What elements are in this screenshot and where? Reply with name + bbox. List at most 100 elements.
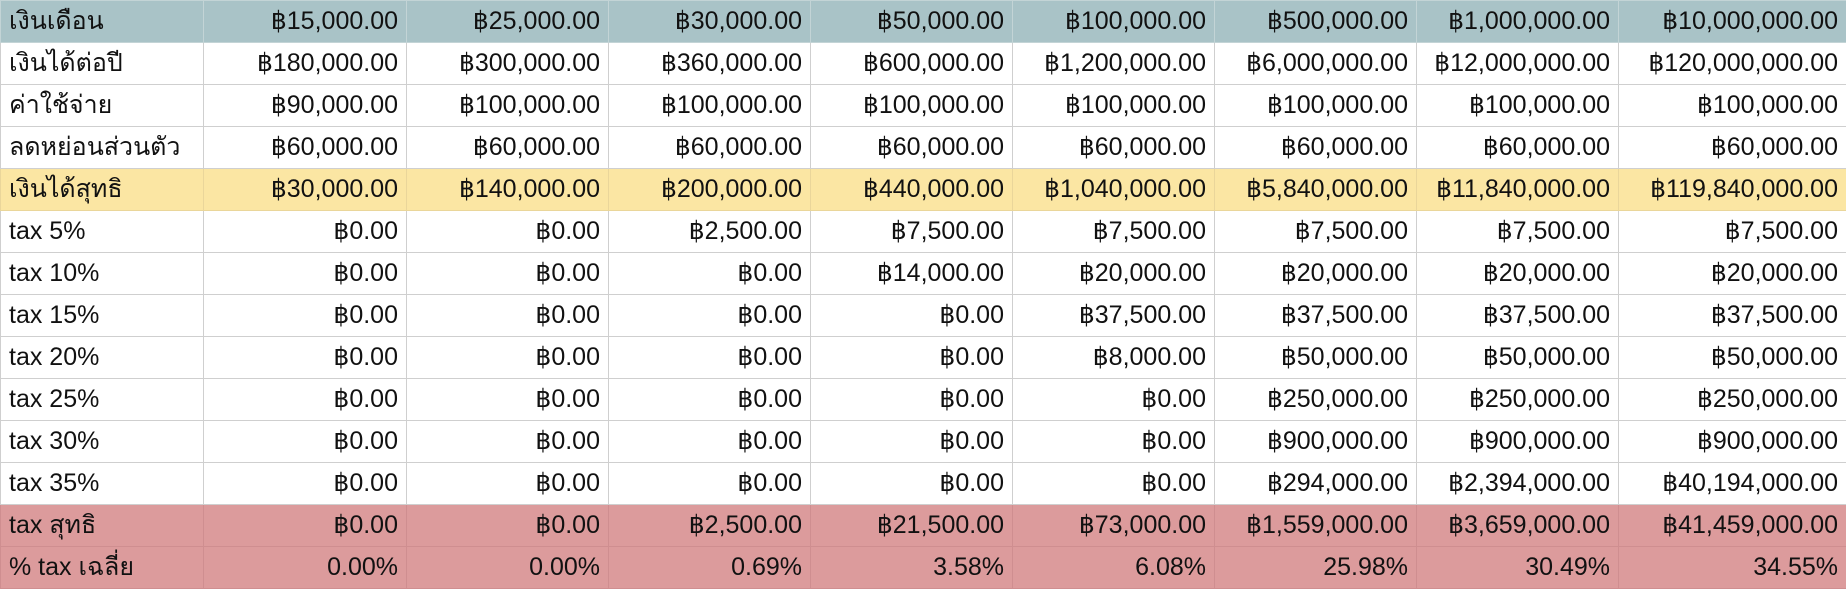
value-cell[interactable]: ฿0.00 [1012, 378, 1215, 421]
value-cell[interactable]: ฿0.00 [406, 294, 609, 337]
value-cell[interactable]: ฿30,000.00 [203, 168, 407, 211]
value-cell[interactable]: ฿1,000,000.00 [1416, 0, 1619, 43]
value-cell[interactable]: ฿360,000.00 [608, 42, 811, 85]
value-cell[interactable]: ฿0.00 [203, 336, 407, 379]
value-cell[interactable]: ฿50,000.00 [1214, 336, 1417, 379]
row-label-cell[interactable]: tax 10% [0, 252, 204, 295]
value-cell[interactable]: ฿140,000.00 [406, 168, 609, 211]
value-cell[interactable]: ฿37,500.00 [1416, 294, 1619, 337]
value-cell[interactable]: ฿1,040,000.00 [1012, 168, 1215, 211]
value-cell[interactable]: ฿60,000.00 [406, 126, 609, 169]
value-cell[interactable]: ฿5,840,000.00 [1214, 168, 1417, 211]
value-cell[interactable]: ฿0.00 [406, 462, 609, 505]
value-cell[interactable]: ฿60,000.00 [608, 126, 811, 169]
value-cell[interactable]: ฿100,000.00 [608, 84, 811, 127]
value-cell[interactable]: ฿50,000.00 [810, 0, 1013, 43]
value-cell[interactable]: ฿73,000.00 [1012, 504, 1215, 547]
value-cell[interactable]: ฿50,000.00 [1618, 336, 1846, 379]
value-cell[interactable]: ฿294,000.00 [1214, 462, 1417, 505]
value-cell[interactable]: ฿0.00 [203, 378, 407, 421]
value-cell[interactable]: ฿0.00 [810, 420, 1013, 463]
row-label-cell[interactable]: เงินเดือน [0, 0, 204, 43]
value-cell[interactable]: ฿100,000.00 [1618, 84, 1846, 127]
value-cell[interactable]: ฿25,000.00 [406, 0, 609, 43]
value-cell[interactable]: ฿0.00 [810, 378, 1013, 421]
value-cell[interactable]: ฿600,000.00 [810, 42, 1013, 85]
value-cell[interactable]: ฿250,000.00 [1416, 378, 1619, 421]
value-cell[interactable]: 34.55% [1618, 546, 1846, 589]
value-cell[interactable]: 30.49% [1416, 546, 1619, 589]
value-cell[interactable]: ฿250,000.00 [1618, 378, 1846, 421]
value-cell[interactable]: ฿40,194,000.00 [1618, 462, 1846, 505]
value-cell[interactable]: ฿100,000.00 [1416, 84, 1619, 127]
value-cell[interactable]: ฿0.00 [608, 252, 811, 295]
value-cell[interactable]: ฿1,559,000.00 [1214, 504, 1417, 547]
value-cell[interactable]: ฿37,500.00 [1214, 294, 1417, 337]
row-label-cell[interactable]: % tax เฉลี่ย [0, 546, 204, 589]
value-cell[interactable]: ฿20,000.00 [1618, 252, 1846, 295]
value-cell[interactable]: ฿100,000.00 [406, 84, 609, 127]
value-cell[interactable]: ฿8,000.00 [1012, 336, 1215, 379]
value-cell[interactable]: ฿250,000.00 [1214, 378, 1417, 421]
value-cell[interactable]: ฿0.00 [810, 336, 1013, 379]
value-cell[interactable]: ฿2,394,000.00 [1416, 462, 1619, 505]
value-cell[interactable]: ฿11,840,000.00 [1416, 168, 1619, 211]
value-cell[interactable]: ฿7,500.00 [1012, 210, 1215, 253]
value-cell[interactable]: ฿50,000.00 [1416, 336, 1619, 379]
value-cell[interactable]: ฿90,000.00 [203, 84, 407, 127]
value-cell[interactable]: ฿10,000,000.00 [1618, 0, 1846, 43]
row-label-cell[interactable]: เงินได้สุทธิ [0, 168, 204, 211]
value-cell[interactable]: ฿0.00 [406, 252, 609, 295]
value-cell[interactable]: ฿0.00 [810, 462, 1013, 505]
value-cell[interactable]: ฿0.00 [608, 420, 811, 463]
value-cell[interactable]: ฿0.00 [203, 294, 407, 337]
value-cell[interactable]: ฿7,500.00 [1618, 210, 1846, 253]
value-cell[interactable]: ฿0.00 [1012, 462, 1215, 505]
row-label-cell[interactable]: tax 5% [0, 210, 204, 253]
value-cell[interactable]: ฿200,000.00 [608, 168, 811, 211]
value-cell[interactable]: ฿1,200,000.00 [1012, 42, 1215, 85]
value-cell[interactable]: ฿37,500.00 [1618, 294, 1846, 337]
value-cell[interactable]: ฿0.00 [810, 294, 1013, 337]
value-cell[interactable]: ฿21,500.00 [810, 504, 1013, 547]
value-cell[interactable]: ฿0.00 [1012, 420, 1215, 463]
row-label-cell[interactable]: tax สุทธิ [0, 504, 204, 547]
row-label-cell[interactable]: tax 25% [0, 378, 204, 421]
value-cell[interactable]: ฿0.00 [406, 336, 609, 379]
value-cell[interactable]: ฿20,000.00 [1214, 252, 1417, 295]
value-cell[interactable]: ฿7,500.00 [1416, 210, 1619, 253]
value-cell[interactable]: ฿900,000.00 [1416, 420, 1619, 463]
row-label-cell[interactable]: tax 35% [0, 462, 204, 505]
value-cell[interactable]: ฿0.00 [203, 252, 407, 295]
row-label-cell[interactable]: tax 15% [0, 294, 204, 337]
value-cell[interactable]: ฿0.00 [406, 420, 609, 463]
value-cell[interactable]: ฿15,000.00 [203, 0, 407, 43]
value-cell[interactable]: ฿100,000.00 [1012, 0, 1215, 43]
value-cell[interactable]: ฿20,000.00 [1012, 252, 1215, 295]
value-cell[interactable]: ฿100,000.00 [810, 84, 1013, 127]
value-cell[interactable]: ฿2,500.00 [608, 504, 811, 547]
value-cell[interactable]: ฿60,000.00 [1012, 126, 1215, 169]
value-cell[interactable]: ฿0.00 [203, 504, 407, 547]
value-cell[interactable]: ฿41,459,000.00 [1618, 504, 1846, 547]
value-cell[interactable]: ฿60,000.00 [203, 126, 407, 169]
value-cell[interactable]: ฿100,000.00 [1214, 84, 1417, 127]
value-cell[interactable]: ฿0.00 [406, 378, 609, 421]
value-cell[interactable]: ฿6,000,000.00 [1214, 42, 1417, 85]
value-cell[interactable]: ฿0.00 [203, 420, 407, 463]
row-label-cell[interactable]: ค่าใช้จ่าย [0, 84, 204, 127]
value-cell[interactable]: ฿900,000.00 [1214, 420, 1417, 463]
value-cell[interactable]: ฿60,000.00 [1618, 126, 1846, 169]
value-cell[interactable]: ฿500,000.00 [1214, 0, 1417, 43]
value-cell[interactable]: ฿0.00 [608, 294, 811, 337]
value-cell[interactable]: ฿119,840,000.00 [1618, 168, 1846, 211]
value-cell[interactable]: ฿300,000.00 [406, 42, 609, 85]
value-cell[interactable]: 3.58% [810, 546, 1013, 589]
value-cell[interactable]: ฿0.00 [406, 210, 609, 253]
row-label-cell[interactable]: ลดหย่อนส่วนตัว [0, 126, 204, 169]
value-cell[interactable]: ฿440,000.00 [810, 168, 1013, 211]
value-cell[interactable]: ฿0.00 [608, 336, 811, 379]
value-cell[interactable]: ฿7,500.00 [1214, 210, 1417, 253]
value-cell[interactable]: ฿100,000.00 [1012, 84, 1215, 127]
value-cell[interactable]: ฿60,000.00 [1214, 126, 1417, 169]
